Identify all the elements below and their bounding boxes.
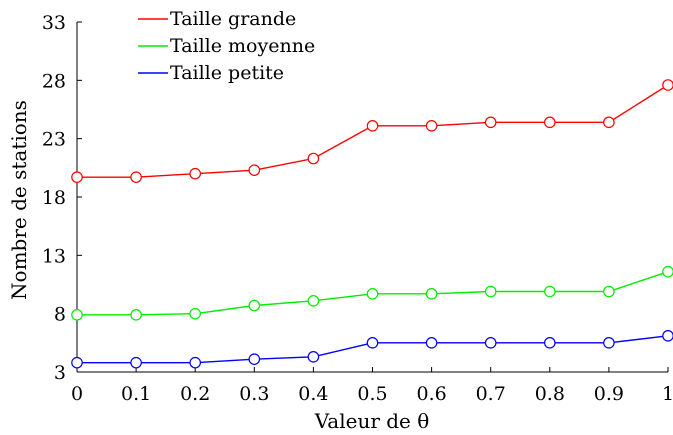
data-point [248, 299, 261, 312]
y-tick-label: 33 [42, 12, 66, 34]
data-point [543, 285, 556, 298]
data-point [366, 120, 379, 132]
y-tick-label: 28 [42, 70, 66, 92]
data-point [603, 116, 615, 129]
x-tick-label: 0 [71, 383, 83, 405]
data-point [189, 356, 201, 369]
data-point [662, 330, 673, 342]
y-axis: 3 8 13 18 23 28 33 [42, 12, 82, 384]
series-taille-grande [71, 79, 673, 183]
data-point [307, 295, 320, 307]
data-point [248, 353, 261, 365]
data-point [366, 337, 379, 349]
series-taille-petite [71, 330, 673, 369]
data-point [484, 285, 497, 298]
series-taille-moyenne [71, 265, 673, 321]
data-point [543, 337, 556, 349]
x-tick-label: 0.7 [476, 383, 506, 405]
data-point [307, 351, 320, 363]
data-point [425, 337, 438, 349]
x-tick-label: 0.5 [357, 383, 387, 405]
x-axis-title: Valeur de θ [314, 409, 430, 433]
data-point [189, 307, 201, 320]
x-axis: 0 0.1 0.2 0.3 0.4 0.5 0.6 0.7 0.8 0.9 1 [71, 367, 673, 405]
y-tick-label: 23 [42, 129, 66, 151]
x-tick-label: 0.2 [180, 383, 210, 405]
data-point [543, 116, 556, 129]
legend: Taille grande Taille moyenne Taille petite [138, 8, 315, 84]
data-point [71, 309, 83, 321]
x-tick-label: 0.9 [594, 383, 624, 405]
y-axis-title: Nombre de stations [7, 100, 31, 300]
data-point [425, 288, 438, 300]
data-point [130, 171, 142, 183]
x-tick-label: 0.4 [298, 383, 328, 405]
data-point [484, 116, 497, 129]
y-tick-label: 18 [42, 187, 66, 209]
data-point [248, 164, 261, 176]
y-tick-label: 13 [42, 245, 66, 267]
x-tick-label: 1 [662, 383, 673, 405]
legend-label-taille-moyenne: Taille moyenne [170, 35, 315, 57]
y-tick-label: 8 [54, 304, 66, 326]
data-point [366, 288, 379, 300]
legend-label-taille-grande: Taille grande [170, 8, 296, 30]
data-point [130, 356, 142, 369]
data-point [71, 356, 83, 369]
data-point [603, 337, 615, 349]
x-tick-label: 0.6 [416, 383, 446, 405]
legend-label-taille-petite: Taille petite [170, 62, 284, 84]
y-tick-label: 3 [54, 362, 66, 384]
data-point [189, 167, 201, 180]
x-tick-label: 0.1 [121, 383, 151, 405]
series-layer [71, 79, 673, 369]
data-point [307, 152, 320, 165]
data-point [484, 337, 497, 349]
data-point [662, 265, 673, 278]
data-point [662, 79, 673, 91]
data-point [71, 171, 83, 183]
data-point [425, 120, 438, 132]
data-point [603, 285, 615, 298]
x-tick-label: 0.3 [239, 383, 269, 405]
plot-axes [76, 22, 668, 373]
data-point [130, 309, 142, 321]
x-tick-label: 0.8 [535, 383, 565, 405]
